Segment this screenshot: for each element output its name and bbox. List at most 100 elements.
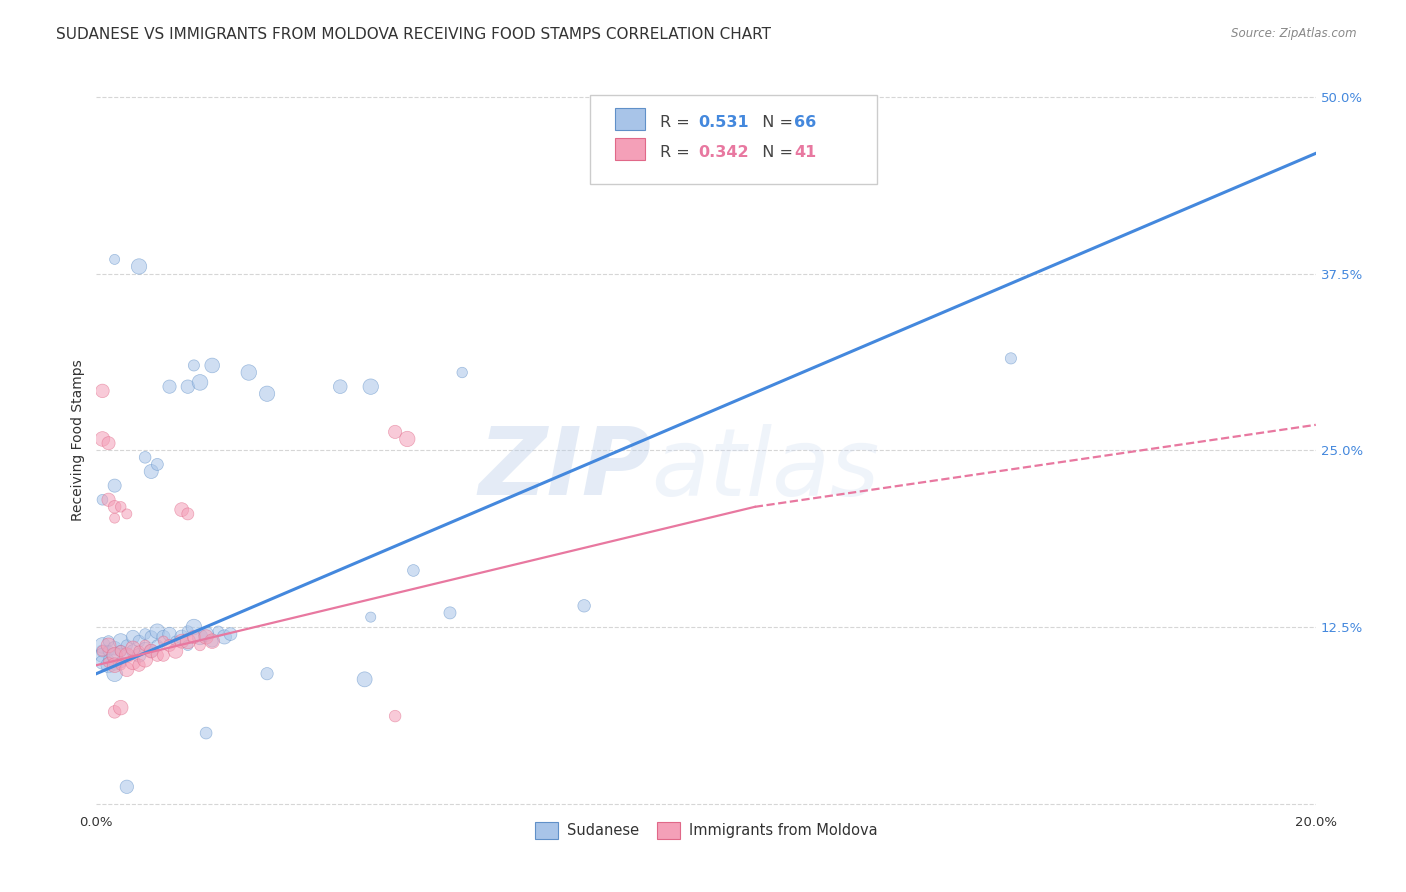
Point bbox=[141, 630, 163, 644]
Point bbox=[177, 507, 200, 521]
Text: atlas: atlas bbox=[651, 424, 879, 515]
Point bbox=[384, 425, 406, 439]
Text: 41: 41 bbox=[794, 145, 815, 160]
Text: SUDANESE VS IMMIGRANTS FROM MOLDOVA RECEIVING FOOD STAMPS CORRELATION CHART: SUDANESE VS IMMIGRANTS FROM MOLDOVA RECE… bbox=[56, 27, 772, 42]
Point bbox=[110, 644, 132, 658]
Point bbox=[110, 700, 132, 714]
Point bbox=[159, 379, 181, 393]
Point bbox=[97, 656, 120, 670]
Point bbox=[256, 386, 278, 401]
Point bbox=[91, 492, 114, 507]
Text: 0.531: 0.531 bbox=[699, 115, 749, 130]
Text: N =: N = bbox=[752, 115, 799, 130]
Point bbox=[115, 648, 138, 663]
Point bbox=[451, 366, 474, 380]
Text: Source: ZipAtlas.com: Source: ZipAtlas.com bbox=[1232, 27, 1357, 40]
Text: N =: N = bbox=[752, 145, 799, 160]
Point bbox=[207, 624, 229, 639]
Point bbox=[188, 376, 211, 390]
FancyBboxPatch shape bbox=[614, 137, 645, 160]
Point bbox=[146, 458, 169, 472]
Point bbox=[572, 599, 595, 613]
Point bbox=[195, 627, 218, 641]
Point bbox=[110, 500, 132, 514]
FancyBboxPatch shape bbox=[614, 108, 645, 130]
Point bbox=[104, 648, 127, 663]
Text: ZIP: ZIP bbox=[478, 424, 651, 516]
Point bbox=[104, 252, 127, 267]
Point bbox=[165, 634, 187, 648]
Point bbox=[134, 639, 156, 653]
Text: R =: R = bbox=[659, 115, 695, 130]
Point bbox=[104, 648, 127, 663]
Point bbox=[91, 384, 114, 398]
Text: 66: 66 bbox=[794, 115, 815, 130]
Point bbox=[97, 644, 120, 658]
Point bbox=[122, 630, 145, 644]
Point bbox=[91, 644, 114, 658]
Point bbox=[219, 627, 242, 641]
Point bbox=[128, 644, 150, 658]
Point bbox=[188, 630, 211, 644]
Text: R =: R = bbox=[659, 145, 695, 160]
Text: 0.342: 0.342 bbox=[699, 145, 749, 160]
Point bbox=[122, 656, 145, 670]
Point bbox=[1000, 351, 1022, 366]
Point bbox=[134, 641, 156, 656]
Point bbox=[104, 641, 127, 656]
Point bbox=[439, 606, 461, 620]
Point bbox=[134, 450, 156, 465]
Point bbox=[97, 652, 120, 666]
Point bbox=[353, 673, 375, 687]
Point bbox=[128, 634, 150, 648]
Point bbox=[188, 639, 211, 653]
Point bbox=[170, 502, 193, 516]
Point bbox=[115, 780, 138, 794]
Point bbox=[141, 644, 163, 658]
Point bbox=[201, 634, 224, 648]
Point bbox=[177, 639, 200, 653]
Point bbox=[396, 432, 419, 446]
Point bbox=[159, 639, 181, 653]
Point bbox=[360, 610, 382, 624]
Point bbox=[159, 627, 181, 641]
Point bbox=[152, 648, 174, 663]
Point bbox=[110, 644, 132, 658]
Point bbox=[104, 478, 127, 492]
Point bbox=[183, 359, 205, 373]
Point bbox=[238, 366, 260, 380]
Point bbox=[115, 648, 138, 663]
Point bbox=[115, 507, 138, 521]
Point bbox=[115, 639, 138, 653]
Point bbox=[177, 634, 200, 648]
Point bbox=[115, 662, 138, 676]
Point bbox=[91, 656, 114, 670]
Point bbox=[183, 630, 205, 644]
Point bbox=[360, 379, 382, 393]
Point bbox=[195, 630, 218, 644]
Point bbox=[104, 705, 127, 719]
Point bbox=[91, 432, 114, 446]
Point bbox=[170, 634, 193, 648]
Point bbox=[165, 644, 187, 658]
Point bbox=[104, 666, 127, 681]
Point bbox=[110, 656, 132, 670]
Point bbox=[177, 624, 200, 639]
Point bbox=[134, 627, 156, 641]
Point bbox=[128, 260, 150, 274]
Point bbox=[141, 644, 163, 658]
Point bbox=[214, 630, 236, 644]
Point bbox=[104, 658, 127, 673]
Point bbox=[183, 620, 205, 634]
Point bbox=[146, 624, 169, 639]
Point bbox=[152, 630, 174, 644]
Point bbox=[128, 648, 150, 663]
Point bbox=[384, 709, 406, 723]
Point bbox=[402, 564, 425, 578]
Point bbox=[146, 639, 169, 653]
Point bbox=[141, 465, 163, 479]
Point bbox=[329, 379, 352, 393]
Point bbox=[97, 658, 120, 673]
Point bbox=[97, 436, 120, 450]
Point bbox=[91, 648, 114, 663]
